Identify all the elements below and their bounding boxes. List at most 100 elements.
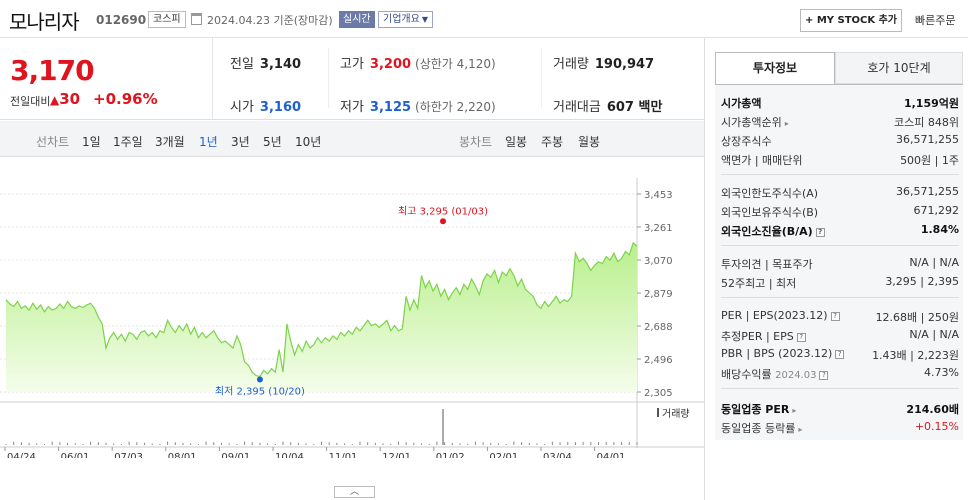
low-price: 저가 3,125 (하한가 2,220) [340, 96, 496, 115]
divider [541, 48, 542, 108]
foreign-holding-label: 외국인보유주식수(B) [721, 206, 819, 219]
foreign-limit-value: 36,571,255 [896, 185, 959, 198]
open-label: 시가 [230, 100, 254, 115]
calendar-icon [191, 13, 202, 25]
trade-amount-value: 607 백만 [606, 100, 663, 115]
per-row: PER | EPS(2023.12)? 12.68배 | 250원 [721, 309, 959, 325]
foreign-holding-value: 671,292 [913, 204, 960, 217]
pbr-label: PBR | BPS (2023.12) [721, 347, 833, 360]
market-cap-rank-value: 코스피 848위 [894, 116, 959, 129]
x-axis: 04/24 06/01 07/03 08/01 09/01 10/04 11/01 12/01… [4, 447, 625, 458]
chevron-right-icon[interactable]: ▸ [798, 425, 803, 434]
change-value: ▲30 [50, 90, 80, 108]
tab-daily[interactable]: 일봉 [505, 135, 528, 149]
invest-info-panel: 투자정보 호가 10단계 시가총액 1,159억원 시가총액순위 ▸ 코스피 84… [704, 38, 968, 500]
y-tick-label: 2,879 [644, 289, 673, 300]
tab-5y[interactable]: 5년 [263, 135, 282, 149]
x-tick-label: 12/01 [382, 452, 411, 458]
industry-change-value: +0.15% [914, 420, 959, 433]
open-value: 3,160 [259, 100, 302, 115]
annotations: 최고 3,295 (01/03) 최저 2,395 (10/20) [215, 205, 488, 397]
tab-1y[interactable]: 1년 [199, 135, 218, 149]
current-price-box: 3,170 전일대비 ▲30 +0.96% [0, 38, 213, 120]
tab-3m[interactable]: 3개월 [155, 135, 185, 149]
est-per-value: N/A | N/A [909, 328, 959, 341]
volume-legend-marker [657, 408, 659, 417]
y-tick-label: 3,261 [644, 223, 673, 234]
quick-order-link[interactable]: 빠른주문 [915, 14, 956, 27]
market-cap-row: 시가총액 1,159억원 [721, 95, 959, 111]
candle-chart-label: 봉차트 [459, 135, 493, 149]
chevron-right-icon[interactable]: ▸ [792, 406, 797, 415]
help-icon[interactable]: ? [796, 333, 806, 342]
stock-header: 모나리자 012690 코스피 2024.04.23 기준(장마감) 실시간 기… [0, 0, 968, 38]
par-value-label: 액면가 | 매매단위 [721, 154, 803, 167]
y-axis: 3,453 3,261 3,070 2,879 2,688 2,496 2,305 [637, 190, 673, 399]
trade-amount-label: 거래대금 [553, 100, 601, 115]
x-tick-label: 04/24 [7, 452, 36, 458]
chevron-right-icon[interactable]: ▸ [784, 119, 789, 128]
stock-code: 012690 [96, 13, 147, 27]
tab-monthly[interactable]: 월봉 [578, 135, 601, 149]
tab-order-book[interactable]: 호가 10단계 [835, 52, 963, 84]
trade-amount: 거래대금 607 백만 [553, 96, 662, 115]
industry-change-row: 동일업종 등락률 ▸ +0.15% [721, 420, 959, 436]
foreign-holding-row: 외국인보유주식수(B) 671,292 [721, 204, 959, 220]
help-icon[interactable]: ? [819, 371, 829, 380]
prev-close-value: 3,140 [259, 57, 302, 72]
upper-limit: (상한가 4,120) [415, 57, 496, 71]
tab-1w[interactable]: 1주일 [113, 135, 143, 149]
week52-row: 52주최고 | 최저 3,295 | 2,395 [721, 275, 959, 291]
high-value: 3,200 [369, 57, 412, 72]
x-tick-label: 09/01 [221, 452, 250, 458]
tab-3y[interactable]: 3년 [231, 135, 250, 149]
stock-name: 모나리자 [9, 10, 80, 34]
company-info-button[interactable]: 기업개요 ▼ [378, 11, 433, 28]
high-point-marker [440, 218, 446, 225]
price-chart[interactable]: 3,453 3,261 3,070 2,879 2,688 2,496 2,305 최고 3… [0, 158, 704, 458]
industry-change-label: 동일업종 등락률 [721, 422, 796, 435]
realtime-button[interactable]: 실시간 [339, 11, 375, 28]
opinion-row: 투자의견 | 목표주가 N/A | N/A [721, 256, 959, 272]
low-value: 3,125 [369, 100, 412, 115]
foreign-ratio-value: 1.84% [920, 223, 959, 236]
par-value-value: 500원 | 1주 [900, 154, 959, 167]
invest-info-body: 시가총액 1,159억원 시가총액순위 ▸ 코스피 848위 상장주식수 36,5… [715, 84, 963, 440]
x-tick-label: 08/01 [168, 452, 197, 458]
industry-per-value: 214.60배 [906, 403, 959, 416]
tab-1d[interactable]: 1일 [82, 135, 101, 149]
tab-weekly[interactable]: 주봉 [541, 135, 564, 149]
par-value-row: 액면가 | 매매단위 500원 | 1주 [721, 152, 959, 168]
collapse-chart-button[interactable]: ︿ [334, 486, 375, 498]
market-cap-label: 시가총액 [721, 97, 762, 110]
x-tick-label: 01/02 [436, 452, 465, 458]
help-icon[interactable]: ? [830, 312, 840, 321]
volume-label: 거래량 [553, 57, 589, 72]
listed-shares-row: 상장주식수 36,571,255 [721, 133, 959, 149]
y-tick-label: 3,453 [644, 190, 673, 201]
dividend-label: 배당수익률 [721, 368, 772, 381]
est-per-row: 추정PER | EPS? N/A | N/A [721, 328, 959, 344]
low-point-marker [256, 376, 263, 383]
low-label: 저가 [340, 100, 364, 115]
x-tick-label: 07/03 [114, 452, 143, 458]
price-area [5, 241, 638, 392]
current-price: 3,170 [10, 54, 95, 87]
add-mystock-button[interactable]: + MY STOCK 추가 [800, 9, 902, 32]
change-rate: +0.96% [93, 90, 158, 108]
help-icon[interactable]: ? [815, 228, 825, 237]
market-badge: 코스피 [148, 11, 186, 28]
up-triangle-icon: ▲ [50, 93, 60, 107]
tab-invest-info[interactable]: 투자정보 [715, 52, 835, 84]
divider [721, 388, 959, 389]
company-info-label: 기업개요 [383, 14, 420, 25]
y-tick-label: 2,496 [644, 355, 673, 366]
help-icon[interactable]: ? [835, 350, 845, 359]
foreign-ratio-row: 외국인소진율(B/A)? 1.84% [721, 223, 959, 239]
dividend-date: 2024.03 [775, 370, 817, 381]
dividend-value: 4.73% [924, 366, 959, 379]
market-cap-rank-label: 시가총액순위 [721, 116, 782, 129]
divider [328, 48, 329, 108]
week52-label: 52주최고 | 최저 [721, 277, 797, 290]
tab-10y[interactable]: 10년 [295, 135, 322, 149]
